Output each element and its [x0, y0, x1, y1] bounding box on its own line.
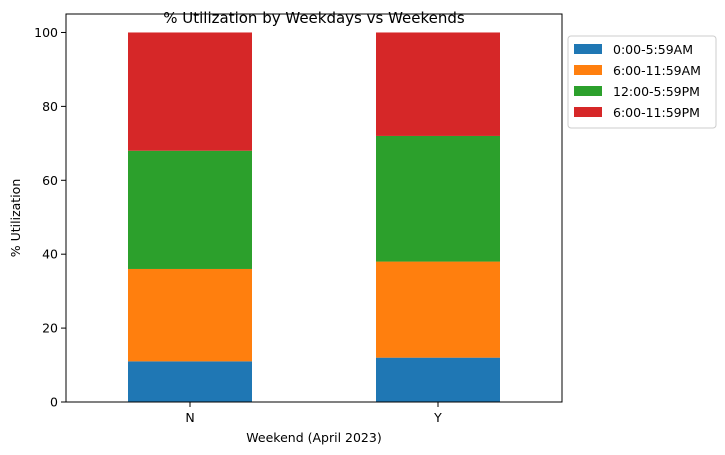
bar-n-series-4	[128, 32, 252, 151]
y-tick-label: 0	[50, 395, 58, 410]
y-axis: 0 20 40 60 80 100	[34, 25, 66, 410]
legend-swatch	[574, 107, 602, 117]
legend-label: 6:00-11:59AM	[613, 63, 701, 78]
bar-n-series-2	[128, 268, 252, 362]
y-axis-label: % Utilization	[8, 179, 23, 258]
legend-swatch	[574, 86, 602, 96]
bars-group	[128, 32, 500, 402]
legend-frame	[567, 35, 717, 129]
chart-title: % Utilization by Weekdays vs Weekends	[163, 9, 465, 27]
legend-swatch	[574, 44, 602, 54]
plot-frame	[65, 13, 563, 403]
legend-label: 0:00-5:59AM	[613, 42, 693, 57]
y-tick-label: 60	[42, 173, 58, 188]
x-tick-label: N	[185, 410, 194, 425]
bar-y-series-4	[376, 32, 500, 136]
x-axis-label: Weekend (April 2023)	[246, 430, 381, 445]
bar-n-series-1	[128, 361, 252, 402]
bar-y-series-2	[376, 261, 500, 358]
y-tick-label: 100	[34, 25, 58, 40]
bar-y-series-3	[376, 135, 500, 262]
y-tick-label: 40	[42, 247, 58, 262]
legend: 0:00-5:59AM 6:00-11:59AM 12:00-5:59PM 6:00-…	[567, 35, 717, 129]
legend-label: 6:00-11:59PM	[613, 105, 700, 120]
bar-n-series-3	[128, 150, 252, 269]
legend-label: 12:00-5:59PM	[613, 84, 700, 99]
bar-y-series-1	[376, 357, 500, 402]
y-tick-label: 20	[42, 321, 58, 336]
legend-swatch	[574, 65, 602, 75]
x-tick-label: Y	[433, 410, 442, 425]
y-tick-label: 80	[42, 99, 58, 114]
